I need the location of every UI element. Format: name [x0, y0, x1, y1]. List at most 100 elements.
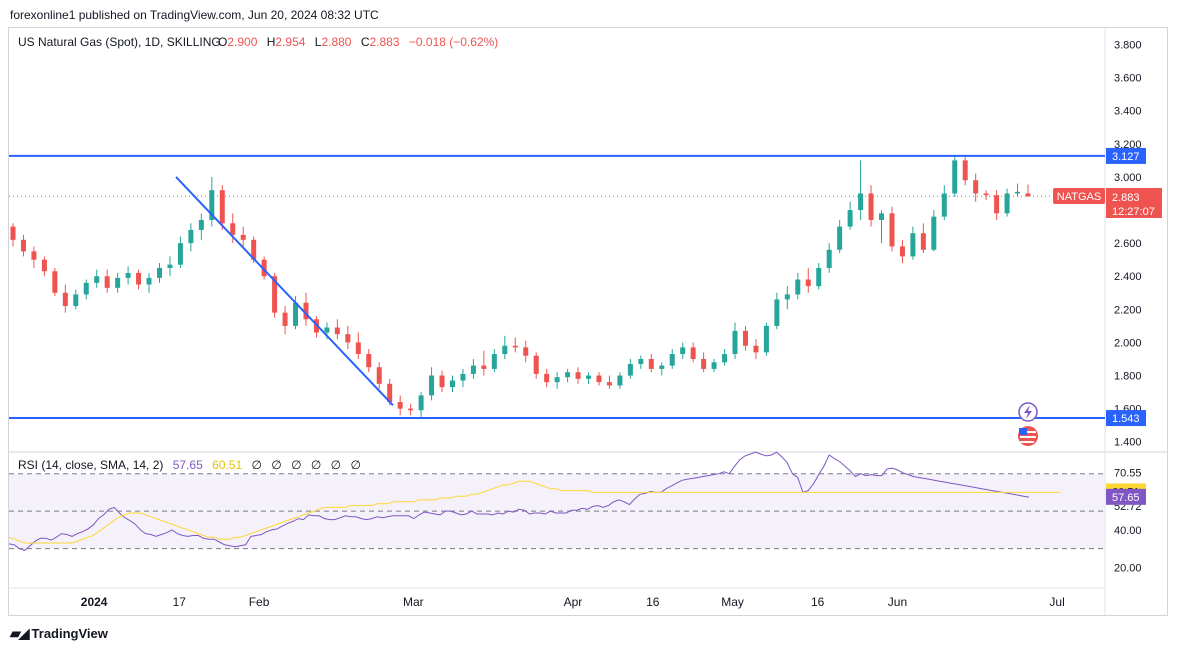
- candle-body: [293, 302, 299, 326]
- candle-body: [952, 160, 958, 194]
- downtrend-line: [175, 176, 394, 407]
- candle-body: [910, 233, 916, 257]
- candle-body: [324, 327, 330, 333]
- candle-body: [439, 375, 445, 388]
- candle-body: [858, 193, 864, 211]
- candle-body: [188, 229, 194, 244]
- current-price-label: 2.883: [1112, 192, 1140, 204]
- us-flag-icon[interactable]: [1018, 426, 1038, 446]
- candle-body: [31, 251, 37, 260]
- empty-mark: ∅: [251, 458, 261, 472]
- time-tick-label: Jul: [1049, 595, 1064, 609]
- candle-body: [156, 267, 162, 278]
- candle-body: [565, 372, 571, 378]
- countdown-label: 12:27:07: [1112, 206, 1155, 218]
- time-tick-label: May: [721, 595, 744, 609]
- candle-body: [732, 330, 738, 355]
- candle-body: [167, 264, 173, 268]
- candle-body: [889, 213, 895, 247]
- candle-body: [847, 210, 853, 227]
- support-label: 1.543: [1112, 413, 1140, 425]
- candle-body: [460, 373, 466, 381]
- resistance-badge-bg: [1106, 147, 1146, 164]
- rsi-tick-label: 20.00: [1114, 562, 1142, 574]
- horizontal-levels[interactable]: 3.127 1.543: [9, 147, 1146, 427]
- price-tick-label: 2.600: [1114, 238, 1142, 250]
- candle-body: [711, 362, 717, 369]
- candle-body: [617, 375, 623, 386]
- candle-body: [941, 193, 947, 217]
- candle-body: [62, 292, 68, 307]
- candle-body: [533, 355, 539, 374]
- candle-body: [94, 276, 100, 283]
- time-tick-label: Jun: [888, 595, 907, 609]
- change-value: −0.018 (−0.62%): [409, 35, 498, 49]
- candle-body: [826, 249, 832, 268]
- candle-body: [638, 358, 644, 364]
- candle-body: [512, 345, 518, 348]
- candle-body: [680, 347, 686, 355]
- rsi-tick-label: 70.55: [1114, 468, 1142, 480]
- candle-body: [973, 180, 979, 194]
- candle-body: [554, 377, 560, 383]
- candle-body: [784, 294, 790, 300]
- candle-body: [722, 354, 728, 363]
- trendline[interactable]: [175, 176, 394, 407]
- time-axis[interactable]: 2024 17 Feb Mar Apr 16 May 16 Jun Jul: [81, 595, 1065, 609]
- candle-body: [899, 246, 905, 257]
- price-tick-label: 3.000: [1114, 172, 1142, 184]
- candle-body: [648, 358, 654, 369]
- candle-body: [83, 282, 89, 295]
- candle-body: [345, 334, 351, 343]
- candle-body: [366, 354, 372, 368]
- price-tick-label: 3.200: [1114, 139, 1142, 151]
- rsi-legend-sma: 60.51: [212, 458, 242, 472]
- candle-body: [10, 226, 16, 240]
- time-tick-label: Mar: [403, 595, 424, 609]
- empty-mark: ∅: [331, 458, 341, 472]
- candle-body: [20, 239, 26, 252]
- candle-body: [481, 365, 487, 369]
- candle-body: [690, 347, 696, 359]
- candle-body: [795, 279, 801, 295]
- candles: [10, 155, 1031, 417]
- candle-body: [868, 193, 874, 220]
- candle-body: [544, 373, 550, 383]
- candle-body: [251, 239, 257, 260]
- empty-mark: ∅: [291, 458, 301, 472]
- candle-body: [282, 312, 288, 326]
- h-label: H: [267, 35, 276, 49]
- rsi-value-badge-bg: [1106, 488, 1146, 505]
- rsi-panel[interactable]: [8, 451, 1105, 551]
- candle-body: [209, 190, 215, 220]
- candle-body: [272, 276, 278, 313]
- rsi-sma-line: [8, 480, 1061, 544]
- candle-body: [429, 375, 435, 396]
- candle-body: [763, 325, 769, 353]
- candle-body: [606, 382, 612, 386]
- candle-body: [502, 345, 508, 355]
- candle-body: [931, 216, 937, 250]
- price-tick-label: 1.800: [1114, 371, 1142, 383]
- lightning-icon[interactable]: [1018, 402, 1038, 422]
- rsi-line: [8, 451, 1030, 551]
- candle-body: [449, 380, 455, 388]
- symbol-badge: NATGAS: [1057, 191, 1101, 203]
- o-value: 2.900: [227, 35, 257, 49]
- candle-body: [596, 375, 602, 383]
- tradingview-logo[interactable]: ▰◢ TradingView: [10, 625, 108, 642]
- candle-body: [669, 354, 675, 366]
- price-badge: NATGAS 2.883 12:27:07: [1053, 188, 1162, 218]
- candle-body: [136, 272, 142, 285]
- candle-body: [701, 358, 707, 369]
- rsi-tick-label: 40.00: [1114, 525, 1142, 537]
- legend-ohlc: O2.900 H2.954 L2.880 C2.883 −0.018 (−0.6…: [218, 35, 498, 49]
- candle-body: [334, 327, 340, 335]
- candle-body: [219, 190, 225, 224]
- price-axis[interactable]: 3.8003.6003.4003.2003.0002.8002.6002.400…: [1114, 40, 1142, 449]
- candle-body: [994, 195, 1000, 214]
- candle-body: [125, 272, 131, 278]
- candle-body: [376, 367, 382, 384]
- candle-body: [920, 233, 926, 250]
